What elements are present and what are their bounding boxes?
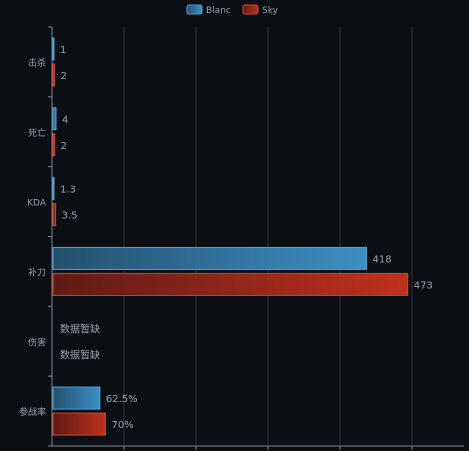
value-label-blanc-item: 4 xyxy=(62,115,68,126)
value-label-sky-item: 70% xyxy=(112,420,134,431)
value-label-blanc-item: 418 xyxy=(373,254,392,265)
value-label-sky-item: 2 xyxy=(61,141,67,152)
bar-blanc-kda xyxy=(52,177,55,201)
value-label-blanc-item: 1 xyxy=(60,45,66,56)
bar-blanc-item xyxy=(52,386,101,410)
value-label-sky-item: 473 xyxy=(414,280,433,291)
category-label-item: 击杀 xyxy=(28,57,46,69)
bar-sky-item xyxy=(52,412,106,436)
category-label-kda: KDA xyxy=(27,199,47,209)
legend: Blanc Sky xyxy=(186,4,279,16)
value-label-blanc-kda: 1.3 xyxy=(60,185,76,196)
bar-sky-item xyxy=(52,63,55,87)
bars xyxy=(52,37,409,436)
bar-sky-item xyxy=(52,133,55,157)
legend-swatch-blanc xyxy=(186,4,203,15)
category-label-item: 伤害 xyxy=(28,336,46,348)
category-label-item: 补刀 xyxy=(28,266,46,278)
value-label-blanc-item: 62.5% xyxy=(106,394,138,405)
value-label-blanc-item-missing: 数据暂缺 xyxy=(60,322,100,335)
bar-blanc-item xyxy=(52,107,57,131)
category-label-item: 死亡 xyxy=(28,127,46,139)
grid-lines xyxy=(123,27,413,446)
bar-sky-kda xyxy=(52,203,57,227)
legend-swatch-sky xyxy=(242,4,259,15)
value-label-sky-item: 2 xyxy=(61,71,67,82)
legend-label-sky: Sky xyxy=(262,6,279,16)
category-label-item: 参战率 xyxy=(19,406,46,418)
bar-blanc-item xyxy=(52,246,367,270)
value-label-sky-kda: 3.5 xyxy=(62,211,78,222)
legend-label-blanc: Blanc xyxy=(206,6,231,16)
bar-sky-item xyxy=(52,272,409,296)
value-label-sky-item-missing: 数据暂缺 xyxy=(60,348,100,361)
bar-blanc-item xyxy=(52,37,55,61)
